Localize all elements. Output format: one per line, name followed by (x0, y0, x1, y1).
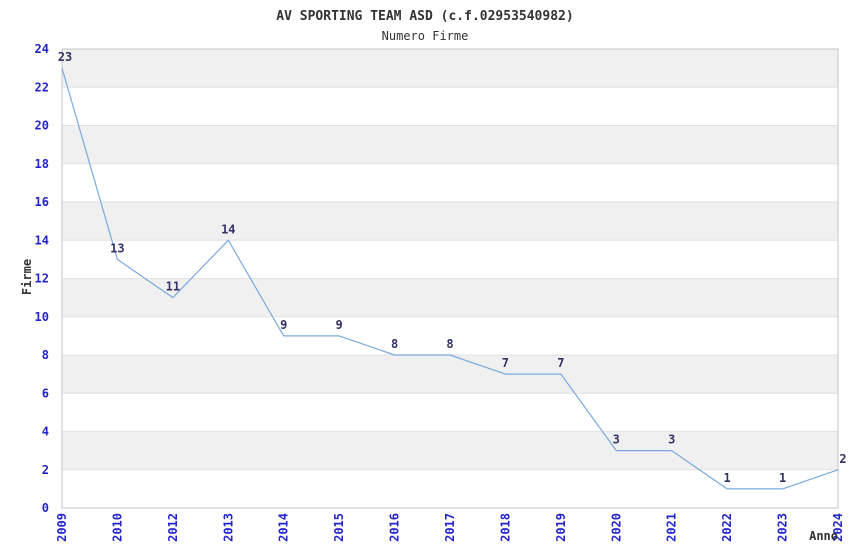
y-tick-label: 22 (35, 80, 49, 94)
x-tick-label: 2018 (498, 513, 512, 542)
x-tick-label: 2014 (277, 513, 291, 542)
data-point-label: 3 (668, 433, 675, 447)
y-axis-title: Firme (20, 259, 34, 295)
x-tick-label: 2021 (665, 513, 679, 542)
y-tick-label: 20 (35, 119, 49, 133)
y-tick-label: 12 (35, 272, 49, 286)
data-point-label: 23 (58, 50, 72, 64)
y-tick-label: 0 (42, 501, 49, 515)
data-point-label: 2 (839, 452, 846, 466)
y-tick-label: 10 (35, 310, 49, 324)
y-tick-label: 16 (35, 195, 49, 209)
data-point-label: 13 (110, 241, 124, 255)
y-tick-label: 4 (42, 425, 49, 439)
chart-subtitle: Numero Firme (382, 29, 469, 43)
grid-bands (62, 49, 838, 470)
grid-band (62, 355, 838, 394)
grid-band (62, 125, 838, 164)
y-tick-label: 8 (42, 348, 49, 362)
grid-band (62, 49, 838, 88)
data-point-label: 3 (613, 433, 620, 447)
x-tick-label: 2012 (166, 513, 180, 542)
plot-area-border (61, 48, 839, 509)
x-tick-label: 2013 (221, 513, 235, 542)
x-tick-label: 2009 (55, 513, 69, 542)
x-tick-label: 2024 (831, 513, 845, 542)
x-tick-label: 2015 (332, 513, 346, 542)
data-point-label: 7 (502, 356, 509, 370)
x-tick-label: 2017 (443, 513, 457, 542)
series-line-group (61, 67, 839, 490)
x-tick-label: 2022 (720, 513, 734, 542)
grid-band (62, 431, 838, 470)
x-axis-title: Anno (809, 529, 838, 543)
x-tick-label: 2023 (776, 513, 790, 542)
data-point-label: 9 (280, 318, 287, 332)
data-point-label: 11 (166, 280, 180, 294)
y-tick-label: 14 (35, 233, 49, 247)
data-point-label: 14 (221, 222, 235, 236)
y-tick-label: 18 (35, 157, 49, 171)
x-axis-tick-labels: 2009 2010 2012 2013 2014 2015 2016 2017 2018 2019… (55, 513, 845, 542)
x-tick-label: 2019 (554, 513, 568, 542)
data-point-label: 1 (779, 471, 786, 485)
chart-title: AV SPORTING TEAM ASD (c.f.02953540982) (276, 9, 573, 24)
data-point-label: 1 (723, 471, 730, 485)
y-tick-label: 6 (42, 386, 49, 400)
gridlines (62, 86, 838, 471)
x-tick-label: 2016 (388, 513, 402, 542)
series-polyline (61, 67, 839, 490)
data-point-label: 8 (391, 337, 398, 351)
y-tick-label: 2 (42, 463, 49, 477)
data-point-label: 9 (335, 318, 342, 332)
data-point-label: 7 (557, 356, 564, 370)
grid-band (62, 202, 838, 241)
x-tick-label: 2010 (110, 513, 124, 542)
data-point-label: 8 (446, 337, 453, 351)
y-tick-label: 24 (35, 42, 49, 56)
grid-band (62, 278, 838, 317)
x-tick-label: 2020 (609, 513, 623, 542)
